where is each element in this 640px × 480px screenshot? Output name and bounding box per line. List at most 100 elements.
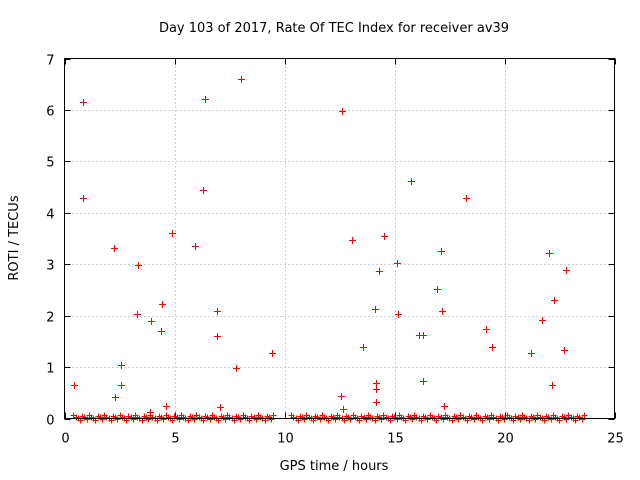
baseline-point — [290, 414, 297, 421]
y-tick-label: 5 — [46, 156, 54, 171]
data-point — [269, 350, 276, 357]
data-point — [202, 96, 209, 103]
y-tick-label: 0 — [46, 414, 54, 429]
baseline-point — [532, 416, 539, 423]
data-point — [158, 328, 165, 335]
baseline-point — [222, 416, 229, 423]
data-point — [349, 237, 356, 244]
baseline-point — [517, 416, 524, 423]
baseline-point — [99, 416, 106, 423]
data-point — [373, 386, 380, 393]
chart-title: Day 103 of 2017, Rate Of TEC Index for r… — [159, 21, 509, 36]
data-point — [80, 195, 87, 202]
baseline-point — [336, 414, 343, 421]
baseline-point — [130, 416, 137, 423]
x-tick-label: 10 — [277, 432, 294, 447]
baseline-point — [84, 416, 91, 423]
data-point — [373, 399, 380, 406]
baseline-point — [394, 416, 401, 423]
x-tick-label: 0 — [61, 432, 69, 447]
baseline-point — [409, 416, 416, 423]
baseline-point — [486, 416, 493, 423]
data-point — [483, 326, 490, 333]
data-point — [134, 311, 141, 318]
baseline-point — [471, 416, 478, 423]
data-point — [408, 178, 415, 185]
data-point — [135, 262, 142, 269]
baseline-point — [114, 416, 121, 423]
data-point — [394, 260, 401, 267]
baseline-point — [268, 416, 275, 423]
data-point — [381, 233, 388, 240]
baseline-point — [563, 416, 570, 423]
data-point — [539, 317, 546, 324]
data-point — [214, 308, 221, 315]
data-point — [439, 308, 446, 315]
axis-ticks: 0 1 2 3 4 5 6 7 0 5 10 15 20 25 — [46, 54, 624, 447]
data-point — [373, 380, 380, 387]
data-point — [441, 403, 448, 410]
data-point — [163, 403, 170, 410]
y-axis-label: ROTI / TECUs — [7, 195, 22, 280]
data-point — [551, 297, 558, 304]
baseline-point — [548, 416, 555, 423]
baseline-point — [160, 416, 167, 423]
y-tick-label: 4 — [46, 208, 54, 223]
y-tick-label: 7 — [46, 54, 54, 69]
data-point — [360, 344, 367, 351]
baseline-point — [581, 412, 588, 419]
baseline-point — [413, 414, 420, 421]
data-point — [463, 195, 470, 202]
baseline-point — [378, 416, 385, 423]
baseline-point — [191, 416, 198, 423]
y-tick-label: 6 — [46, 105, 54, 120]
data-point — [169, 230, 176, 237]
x-tick-label: 15 — [387, 432, 404, 447]
data-point — [112, 394, 119, 401]
data-point — [200, 187, 207, 194]
data-point — [339, 108, 346, 115]
data-point — [111, 245, 118, 252]
x-tick-label: 5 — [171, 432, 179, 447]
baseline-point — [176, 416, 183, 423]
baseline-point — [455, 416, 462, 423]
data-point — [489, 344, 496, 351]
baseline-point — [237, 416, 244, 423]
baseline-point — [440, 416, 447, 423]
baseline-point — [253, 416, 260, 423]
baseline-point — [226, 414, 233, 421]
data-point — [420, 378, 427, 385]
baseline-point — [501, 416, 508, 423]
data-point — [420, 332, 427, 339]
baseline-point — [207, 416, 214, 423]
baseline-point — [149, 414, 156, 421]
data-point — [434, 286, 441, 293]
baseline-point — [347, 416, 354, 423]
data-point — [233, 365, 240, 372]
data-point — [80, 99, 87, 106]
data-point — [148, 318, 155, 325]
plot-frame — [64, 58, 615, 419]
baseline-point — [363, 416, 370, 423]
data-point — [214, 333, 221, 340]
baseline-point — [301, 416, 308, 423]
baseline-point — [270, 412, 277, 419]
baseline-point — [424, 416, 431, 423]
data-point — [395, 311, 402, 318]
x-axis-label: GPS time / hours — [280, 459, 389, 474]
baseline-point — [332, 416, 339, 423]
y-tick-label: 2 — [46, 311, 54, 326]
y-tick-label: 3 — [46, 259, 54, 274]
data-point — [549, 382, 556, 389]
data-point — [238, 76, 245, 83]
data-points — [70, 76, 588, 424]
baseline-point — [145, 416, 152, 423]
data-point — [546, 250, 553, 257]
data-point — [561, 347, 568, 354]
x-tick-label: 20 — [497, 432, 514, 447]
data-point — [376, 268, 383, 275]
grid-lines — [64, 58, 615, 419]
data-point — [438, 248, 445, 255]
data-point — [192, 243, 199, 250]
data-point — [118, 382, 125, 389]
